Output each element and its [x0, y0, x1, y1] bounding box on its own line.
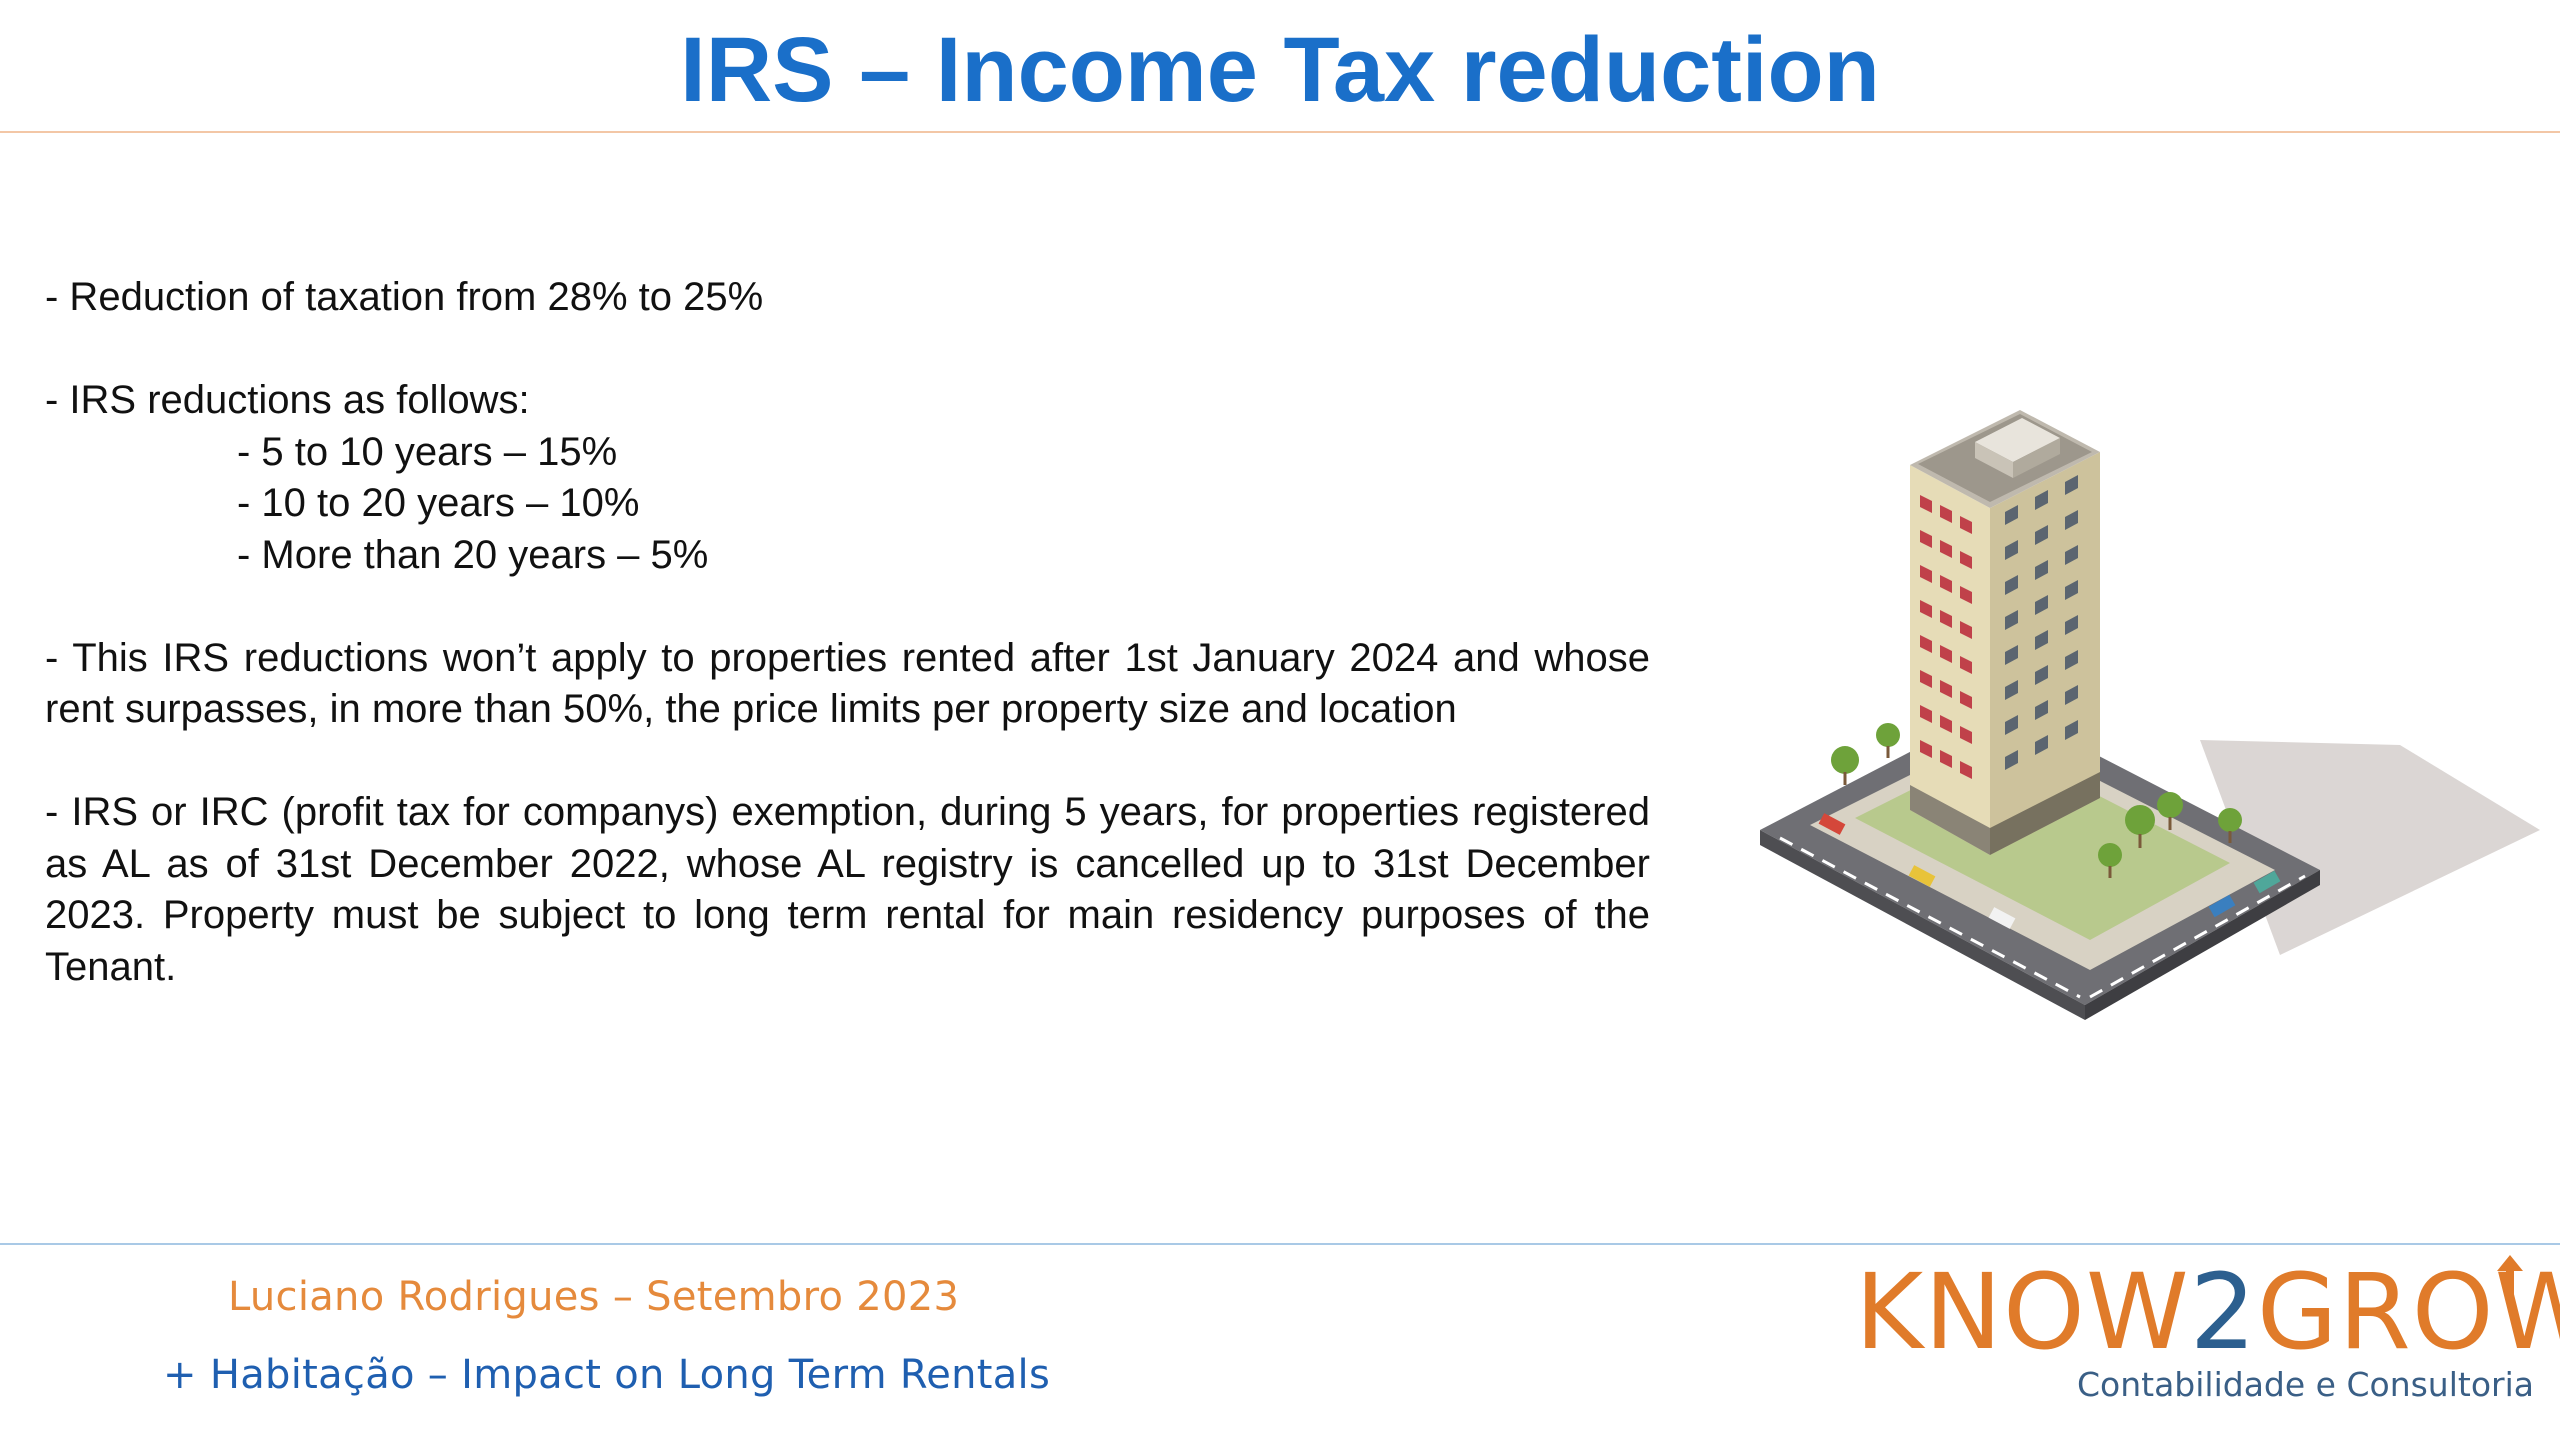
- tier-item: - 5 to 10 years – 15%: [237, 429, 618, 474]
- bullet-not-apply: - This IRS reductions won’t apply to pro…: [45, 635, 1650, 732]
- tier-item: - More than 20 years – 5%: [237, 532, 709, 577]
- apartment-building-illustration: [1760, 410, 2540, 1020]
- bullet-irs-reductions: - IRS reductions as follows:: [45, 378, 530, 422]
- bullet-tax-reduction: - Reduction of taxation from 28% to 25%: [45, 275, 764, 319]
- company-logo: KNOW2GROW Contabilidade e Consultoria: [1855, 1251, 2560, 1425]
- footer-subtitle: + Habitação – Impact on Long Term Rental…: [163, 1352, 1051, 1398]
- slide-title: IRS – Income Tax reduction: [680, 19, 1880, 121]
- logo-tagline: Contabilidade e Consultoria: [2077, 1365, 2534, 1404]
- footer-author: Luciano Rodrigues – Setembro 2023: [228, 1274, 960, 1320]
- title-divider: [0, 131, 2560, 133]
- logo-wordmark: KNOW2GROW: [1855, 1251, 2560, 1373]
- bullet-exemption: - IRS or IRC (profit tax for companys) e…: [45, 790, 1650, 989]
- tier-item: - 10 to 20 years – 10%: [237, 481, 640, 525]
- footer-divider: [0, 1243, 2560, 1245]
- growth-arrow-icon: [2497, 1255, 2523, 1295]
- slide-body: - Reduction of taxation from 28% to 25% …: [45, 272, 1650, 993]
